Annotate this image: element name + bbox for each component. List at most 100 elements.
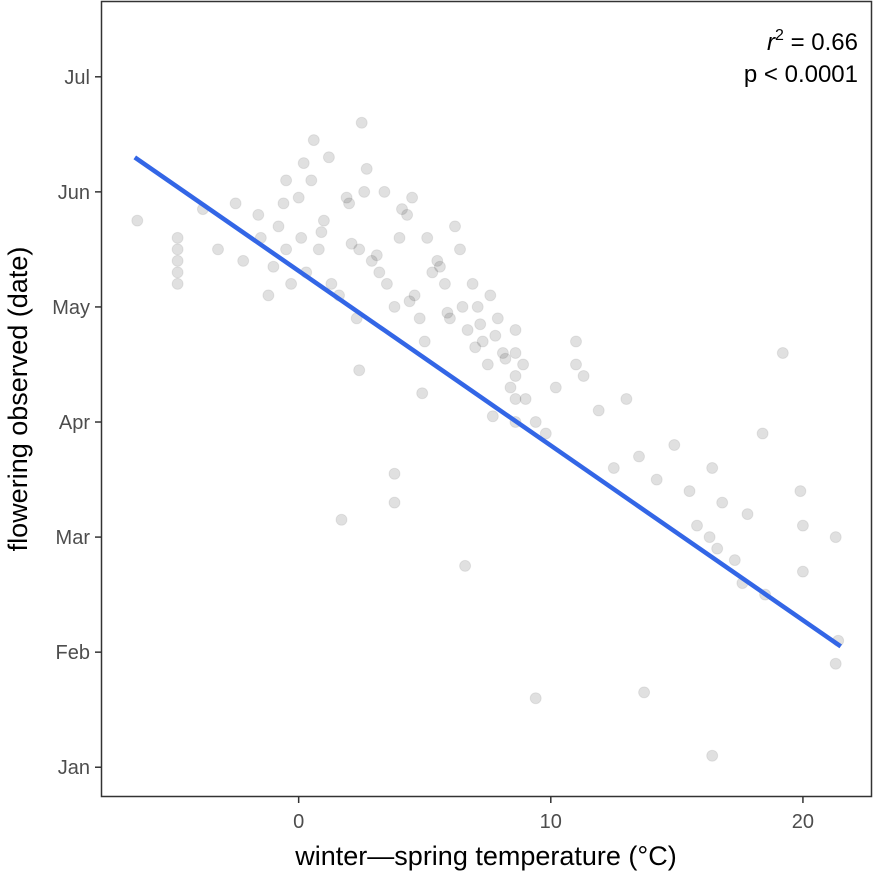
- data-point: [706, 462, 719, 474]
- data-point: [549, 381, 562, 394]
- data-point: [340, 191, 353, 204]
- data-point: [474, 318, 487, 331]
- data-point: [426, 266, 439, 279]
- data-point: [438, 277, 451, 290]
- data-point: [706, 749, 719, 762]
- data-point: [489, 329, 502, 342]
- data-point: [454, 243, 466, 256]
- data-point: [776, 347, 789, 359]
- data-point: [252, 208, 265, 221]
- data-point: [416, 387, 429, 400]
- data-point: [711, 542, 724, 555]
- data-point: [509, 370, 522, 382]
- data-point: [476, 335, 489, 348]
- data-point: [305, 174, 318, 187]
- data-point: [716, 496, 729, 509]
- data-point: [469, 341, 482, 354]
- plot-panel-border: [100, 0, 873, 798]
- data-point: [620, 393, 633, 405]
- data-point: [592, 404, 605, 417]
- data-point: [171, 266, 184, 279]
- data-point: [461, 324, 474, 336]
- data-point: [796, 565, 809, 578]
- data-point: [212, 243, 224, 256]
- data-point: [403, 295, 416, 308]
- data-point: [459, 559, 472, 572]
- data-point: [756, 427, 769, 440]
- y-axis-title: flowering observed (date): [3, 247, 33, 552]
- data-point: [280, 243, 293, 256]
- y-axis: Jan Feb Mar Apr May Jun Jul: [52, 67, 102, 779]
- y-tick-label: Jul: [64, 67, 90, 89]
- data-point: [325, 277, 338, 290]
- data-point: [683, 485, 696, 498]
- x-axis-title: winter—spring temperature (°C): [294, 841, 676, 871]
- data-point: [529, 692, 542, 705]
- regression-line: [133, 155, 843, 649]
- data-point: [481, 358, 494, 371]
- data-point: [509, 347, 522, 359]
- data-point: [449, 220, 461, 233]
- data-point: [499, 352, 512, 365]
- data-point: [345, 237, 358, 250]
- data-point: [509, 324, 522, 336]
- x-axis: 0 10 20: [293, 796, 814, 833]
- x-tick-label: 10: [540, 811, 562, 833]
- data-point: [285, 277, 298, 290]
- data-point: [466, 277, 479, 290]
- data-point: [668, 439, 681, 451]
- data-point: [295, 231, 308, 244]
- data-point: [441, 306, 454, 319]
- data-point: [529, 416, 542, 428]
- y-tick-label: Mar: [56, 527, 91, 549]
- data-point: [353, 364, 366, 377]
- data-point: [373, 266, 386, 279]
- data-point: [794, 485, 807, 498]
- data-point: [471, 300, 484, 313]
- data-point: [519, 393, 532, 405]
- data-point: [237, 254, 250, 267]
- data-point: [577, 370, 590, 382]
- data-point: [335, 513, 348, 526]
- data-point: [703, 531, 716, 544]
- data-point: [267, 260, 280, 273]
- data-point: [297, 157, 310, 170]
- data-point: [229, 197, 242, 210]
- data-point: [171, 243, 184, 256]
- y-tick-label: Jun: [58, 182, 90, 204]
- data-point: [171, 254, 184, 267]
- data-point: [443, 312, 456, 325]
- y-tick-label: Feb: [56, 642, 90, 664]
- data-point: [829, 531, 842, 544]
- data-point: [406, 191, 419, 204]
- data-point: [486, 410, 499, 423]
- x-tick-label: 20: [792, 811, 814, 833]
- data-point: [353, 243, 366, 256]
- data-point: [570, 358, 582, 371]
- data-point: [317, 214, 330, 227]
- data-point: [277, 197, 290, 210]
- data-point: [396, 203, 408, 216]
- data-point: [365, 254, 378, 267]
- data-points: [131, 116, 845, 762]
- data-point: [741, 508, 754, 521]
- data-point: [322, 151, 335, 164]
- data-point: [650, 473, 663, 486]
- data-point: [272, 220, 285, 233]
- x-tick-label: 0: [293, 811, 304, 833]
- y-tick-label: Apr: [59, 412, 90, 434]
- data-point: [539, 427, 552, 440]
- data-point: [418, 335, 431, 348]
- data-point: [388, 496, 401, 509]
- data-point: [393, 231, 406, 244]
- data-point: [491, 312, 504, 325]
- data-point: [431, 254, 444, 267]
- data-point: [262, 289, 275, 302]
- data-point: [401, 208, 414, 221]
- data-point: [509, 393, 522, 405]
- data-point: [691, 519, 703, 532]
- data-point: [413, 312, 426, 325]
- data-point: [829, 657, 842, 670]
- y-tick-label: May: [52, 297, 90, 319]
